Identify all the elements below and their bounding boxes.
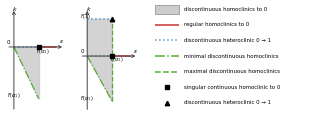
Text: $F(\alpha_1)$: $F(\alpha_1)$ bbox=[37, 47, 50, 56]
Text: $F(\alpha_1)$: $F(\alpha_1)$ bbox=[7, 91, 20, 101]
Text: singular continuous homoclinic to 0: singular continuous homoclinic to 0 bbox=[184, 85, 280, 90]
Text: $\varepsilon$: $\varepsilon$ bbox=[133, 48, 138, 55]
Text: $F(\alpha_1)$: $F(\alpha_1)$ bbox=[110, 55, 124, 65]
Text: $0$: $0$ bbox=[6, 38, 11, 46]
Text: $0$: $0$ bbox=[80, 47, 85, 55]
Polygon shape bbox=[87, 56, 112, 101]
Text: $F(1)$: $F(1)$ bbox=[80, 12, 91, 21]
Polygon shape bbox=[87, 19, 112, 56]
Text: discontinuous heteroclinic 0 → 1: discontinuous heteroclinic 0 → 1 bbox=[184, 100, 271, 105]
Text: minimal discontinuous homoclinics: minimal discontinuous homoclinics bbox=[184, 54, 278, 59]
Polygon shape bbox=[14, 47, 39, 99]
Text: discontinuous homoclinics to 0: discontinuous homoclinics to 0 bbox=[184, 7, 267, 12]
Text: $k$: $k$ bbox=[85, 5, 91, 13]
Text: regular homoclinics to 0: regular homoclinics to 0 bbox=[184, 22, 249, 27]
Text: $F(\alpha_1)$: $F(\alpha_1)$ bbox=[80, 94, 94, 103]
Text: discontinuous heteroclinic 0 → 1: discontinuous heteroclinic 0 → 1 bbox=[184, 38, 271, 43]
Text: $\varepsilon$: $\varepsilon$ bbox=[59, 38, 64, 45]
Text: $k$: $k$ bbox=[12, 5, 18, 13]
Text: maximal discontinuous homoclinics: maximal discontinuous homoclinics bbox=[184, 69, 280, 74]
Bar bbox=[155, 5, 179, 14]
